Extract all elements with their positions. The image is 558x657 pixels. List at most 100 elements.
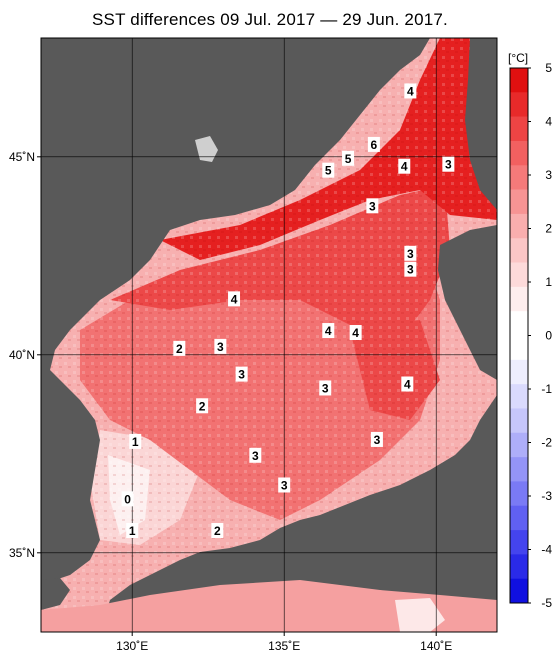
contour-label-box (214, 338, 227, 354)
colorbar-bin (510, 578, 528, 604)
contour-label: 2 (214, 524, 221, 538)
contour-label: 4 (325, 324, 332, 338)
contour-label: 5 (325, 164, 332, 178)
colorbar-bin (510, 384, 528, 409)
contour-label-box (211, 523, 224, 539)
contour-label: 4 (401, 160, 408, 174)
colorbar-tick-label: 0 (545, 329, 552, 343)
lat-tick-label: 40˚N (9, 348, 35, 362)
colorbar-tick-label: -5 (541, 596, 552, 610)
contour-label-box (278, 477, 291, 493)
colorbar-bin (510, 481, 528, 507)
colorbar-bin (510, 554, 528, 579)
lat-tick-label: 45˚N (9, 150, 35, 164)
colorbar-tick-label: -2 (541, 436, 552, 450)
contour-label-box (322, 323, 335, 339)
contour-label: 4 (404, 378, 411, 392)
colorbar-tick-label: 3 (545, 168, 552, 182)
contour-label-box (366, 198, 379, 214)
southern-pale-zone (395, 598, 445, 632)
colorbar-tick-label: -4 (541, 543, 552, 557)
contour-label: 0 (124, 492, 131, 506)
contour-label-box (370, 431, 383, 447)
lon-tick-label: 140˚E (420, 639, 452, 653)
colorbar-bin (510, 311, 528, 336)
contour-label: 3 (369, 199, 376, 213)
colorbar-bin (510, 68, 528, 93)
colorbar-tick-label: 4 (545, 115, 552, 129)
colorbar-bins (509, 67, 529, 604)
contour-label: 3 (281, 478, 288, 492)
southern-sea (41, 580, 497, 632)
colorbar-bin (510, 189, 528, 215)
contour-label-box (404, 261, 417, 277)
contour-label: 1 (132, 435, 139, 449)
contour-label-box (196, 398, 209, 414)
contour-label-box (398, 158, 411, 174)
contour-label-box (235, 366, 248, 382)
contour-label: 3 (238, 368, 245, 382)
sakhalin-landmass (465, 38, 497, 210)
colorbar-tick-label: 2 (545, 222, 552, 236)
contour-label: 3 (445, 158, 452, 172)
colorbar-unit: [°C] (508, 51, 528, 65)
honshu-landmass (100, 395, 497, 632)
colorbar-bin (510, 262, 528, 288)
colorbar-tick-label: -3 (541, 489, 552, 503)
contour-label: 3 (407, 247, 414, 261)
map-title: SST differences 09 Jul. 2017 — 29 Jun. 2… (92, 10, 448, 29)
contour-label: 4 (352, 326, 359, 340)
contour-label: 3 (322, 381, 329, 395)
colorbar-bin (510, 408, 528, 434)
colorbar-ticks: 5 4 3 2 1 0 -1 -2 -3 -4 -5 (528, 61, 552, 610)
contour-label: 2 (176, 342, 183, 356)
hokkaido-landmass (438, 225, 497, 380)
contour-label-box (401, 376, 414, 392)
contour-label: 4 (407, 84, 414, 98)
contour-label-box (249, 447, 262, 463)
colorbar-bin (510, 530, 528, 555)
contour-label: 2 (199, 399, 206, 413)
colorbar-bin (510, 432, 528, 458)
korea-tip (41, 578, 70, 610)
lon-tick-label: 130˚E (116, 639, 148, 653)
contour-label-box (442, 156, 455, 172)
contour-label-box (319, 380, 332, 396)
colorbar: [°C] 5 4 3 2 1 0 -1 -2 -3 -4 -5 (508, 51, 552, 610)
contour-label-box (342, 150, 355, 166)
plot-frame (40, 37, 498, 633)
colorbar-bin (510, 505, 528, 531)
colorbar-bin (510, 116, 528, 142)
island-small (195, 136, 218, 162)
colorbar-bin (510, 213, 528, 239)
contour-label: 5 (345, 152, 352, 166)
colorbar-bin (510, 457, 528, 482)
lat-tick-label: 35˚N (9, 546, 35, 560)
contour-label-box (367, 136, 380, 152)
contour-label-box (129, 433, 142, 449)
continent-landmass (41, 38, 430, 580)
colorbar-tick-label: -1 (541, 382, 552, 396)
contour-label-box (228, 291, 241, 307)
colorbar-tick-label: 1 (545, 275, 552, 289)
colorbar-bin (510, 359, 528, 385)
contour-label: 3 (217, 340, 224, 354)
colorbar-bin (510, 238, 528, 263)
contour-label: 4 (231, 292, 238, 306)
contour-label: 3 (374, 433, 381, 447)
colorbar-bin (510, 165, 528, 190)
colorbar-bin (510, 140, 528, 166)
contour-label-box (173, 340, 186, 356)
colorbar-bin (510, 92, 528, 117)
contour-label: 6 (371, 138, 378, 152)
contour-label: 3 (407, 263, 414, 277)
colorbar-tick-label: 5 (545, 61, 552, 75)
colorbar-bin (510, 335, 528, 361)
contour-label-box (349, 325, 362, 341)
contour-label-box (404, 245, 417, 261)
contour-label: 3 (252, 449, 259, 463)
contour-label-box (126, 523, 139, 539)
